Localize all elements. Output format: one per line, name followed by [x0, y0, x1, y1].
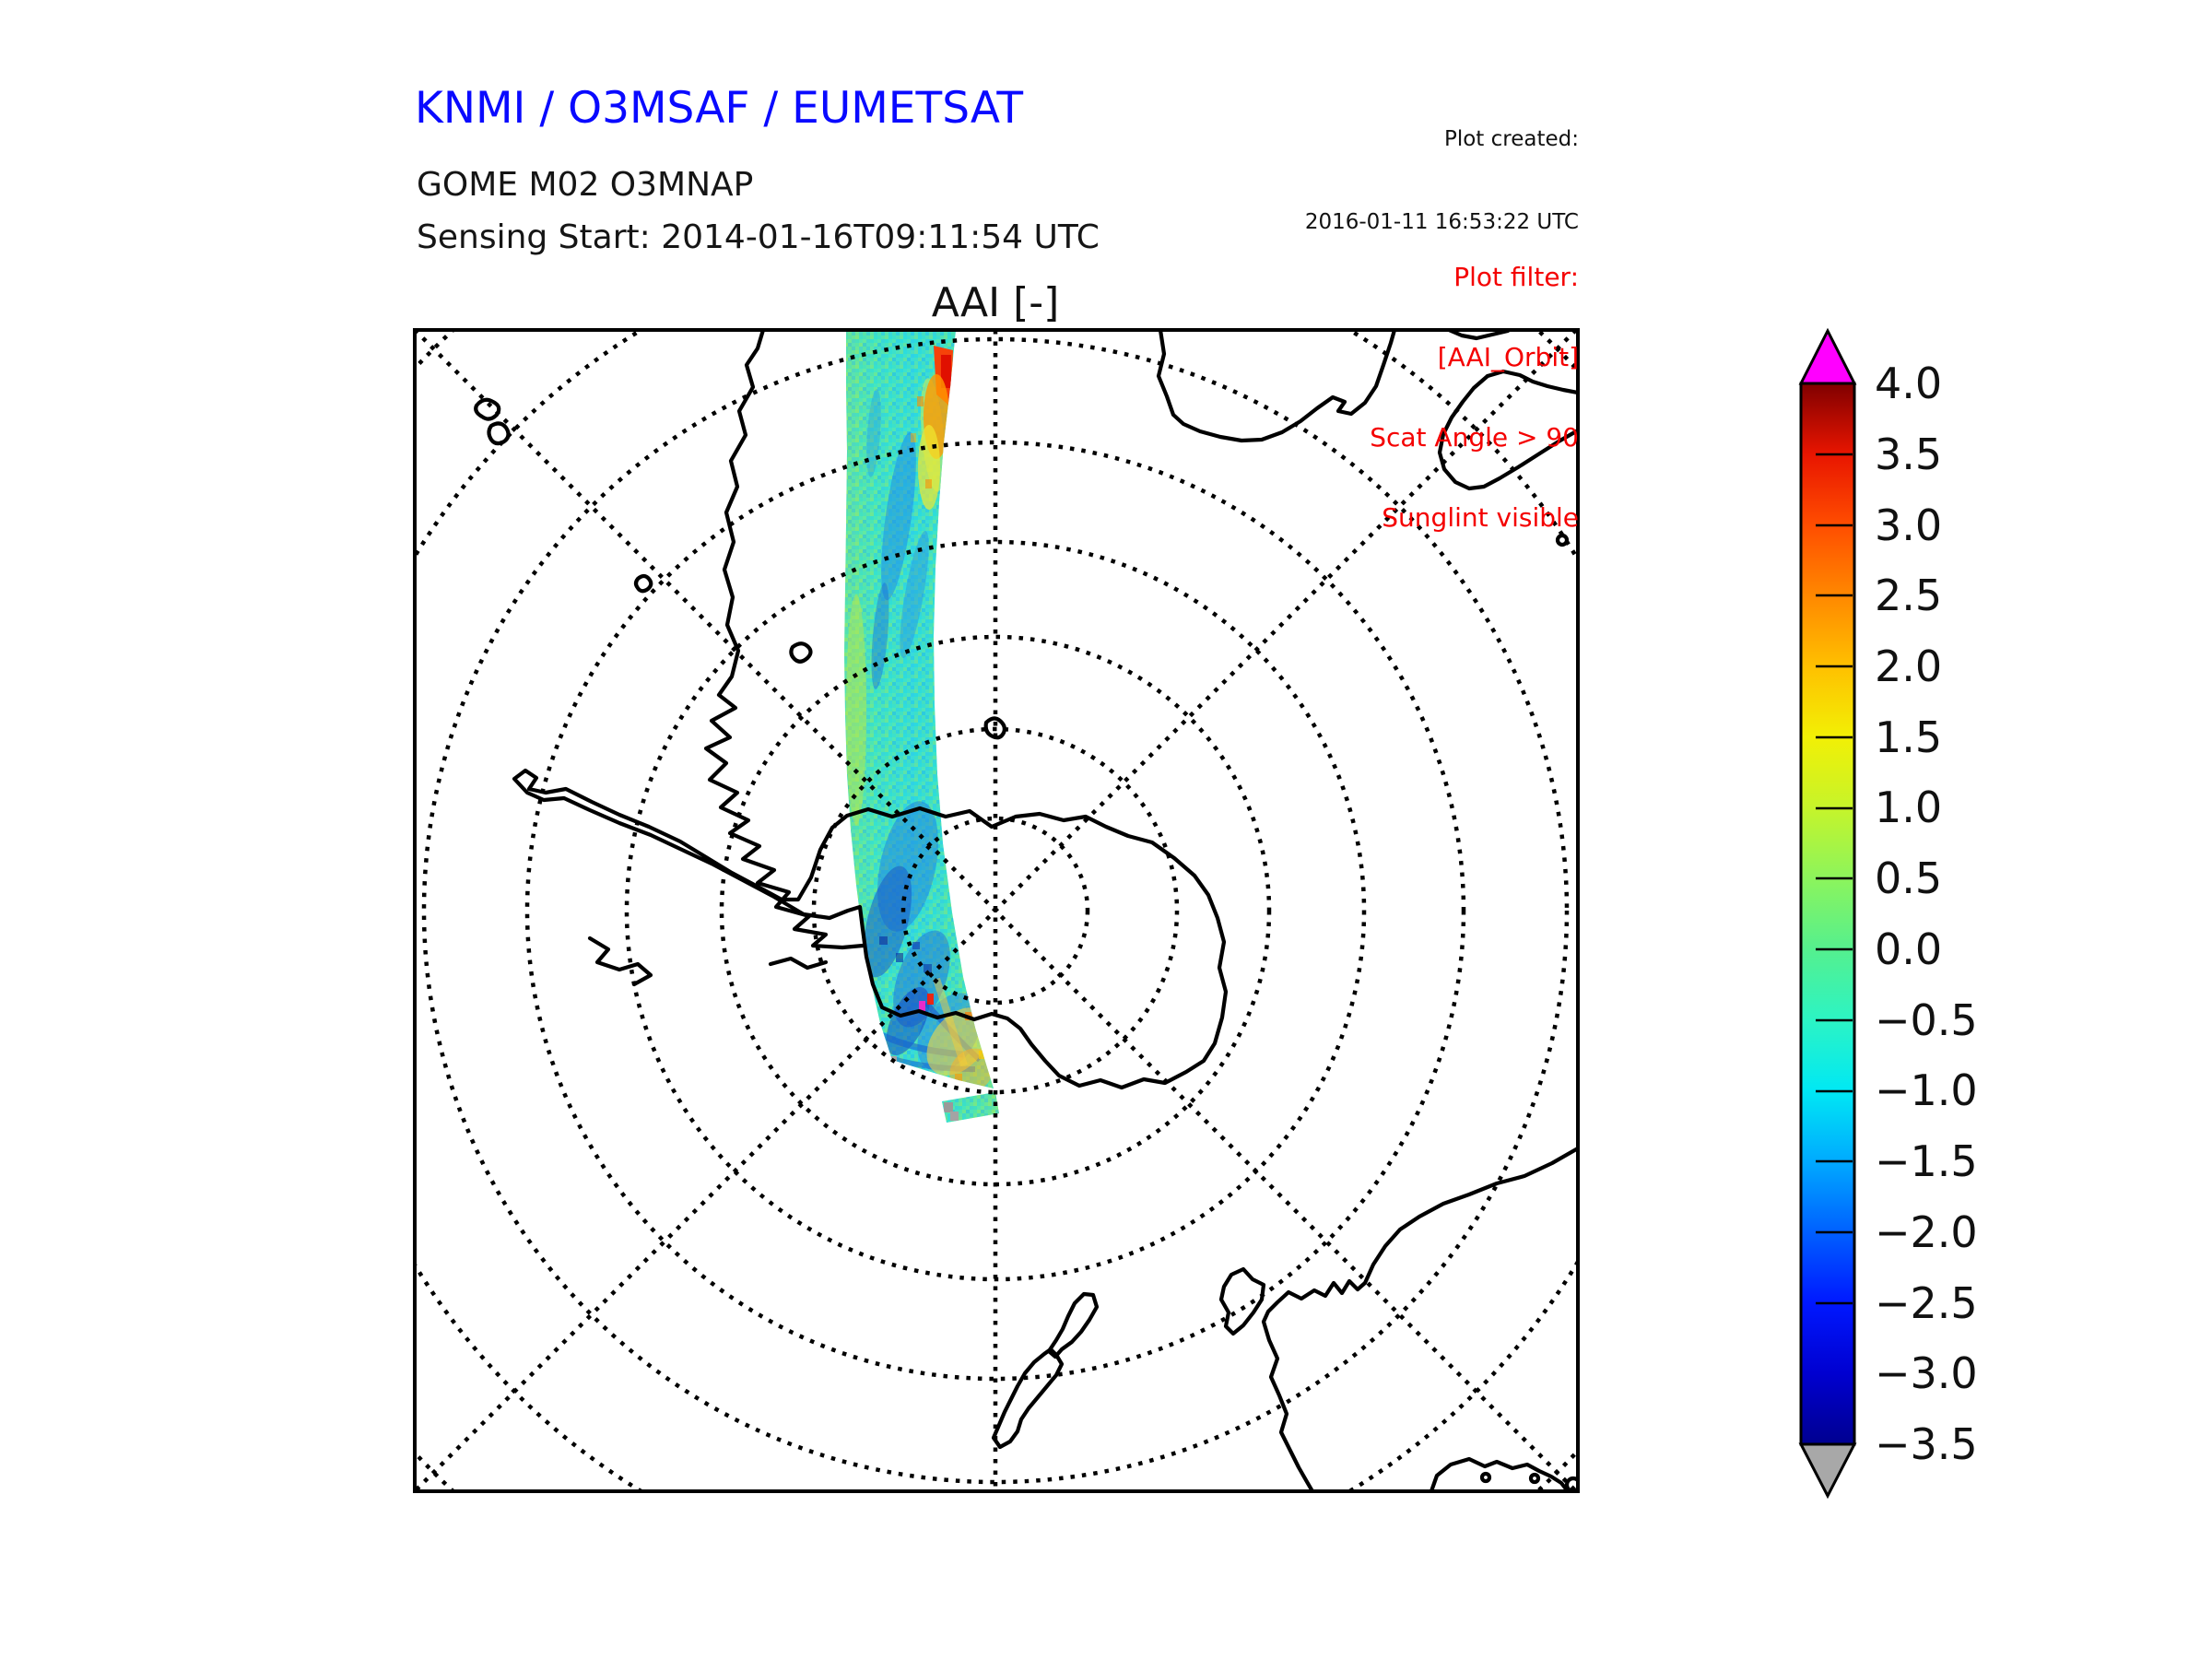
colorbar-tick-label: 2.5 — [1875, 571, 1943, 620]
coast-nz-north-island — [1046, 1291, 1100, 1359]
map-title: AAI [-] — [931, 279, 1060, 326]
map-frame — [413, 328, 1580, 1493]
graticule — [415, 330, 1578, 1491]
colorbar-tick-label: −0.5 — [1875, 995, 1978, 1045]
island-small-2 — [789, 641, 813, 664]
colorbar-tick-label: −1.0 — [1875, 1065, 1978, 1115]
colorbar-tick-label: 3.0 — [1875, 500, 1943, 550]
coast-australia-north — [1429, 1456, 1571, 1491]
coast-africa-top-fragment — [1446, 330, 1511, 341]
plot-filter-line: [AAI_Orbit] — [1437, 342, 1579, 372]
island-small-1 — [633, 573, 653, 594]
island-gulf-2 — [1528, 1472, 1541, 1485]
island-small-3 — [983, 716, 1006, 740]
island-indian-ocean — [1555, 533, 1570, 547]
island-pacific-1 — [474, 397, 501, 421]
coast-africa-east — [1485, 369, 1578, 395]
island-gulf-1 — [1479, 1471, 1492, 1484]
plot-filter-line: Plot filter: — [1453, 262, 1579, 292]
coast-australia — [1261, 1146, 1578, 1491]
product-label: GOME M02 O3MNAP — [417, 166, 754, 204]
coast-tasmania — [1218, 1266, 1266, 1336]
colorbar-tick-label: −3.0 — [1875, 1348, 1978, 1398]
plot-created-label: Plot created: — [1443, 127, 1579, 151]
sensing-start-label: Sensing Start: 2014-01-16T09:11:54 UTC — [417, 218, 1100, 256]
plot-filter-block: Plot filter: [AAI_Orbit] Scat Angle > 90… — [1370, 210, 1579, 584]
colorbar-tick-label: 3.5 — [1875, 429, 1943, 479]
coast-antarctica — [512, 768, 1229, 1090]
colorbar-tick-label: 4.0 — [1875, 359, 1943, 408]
coast-brazil — [1156, 330, 1397, 443]
colorbar-bar — [1799, 382, 1856, 1446]
colorbar — [1798, 327, 1857, 1500]
coast-africa-cape — [1437, 373, 1578, 491]
plot-created-value: 2016-01-11 16:53:22 UTC — [1304, 210, 1579, 234]
colorbar-tick-label: 1.5 — [1875, 712, 1943, 762]
coast-tierra-del-fuego — [768, 956, 829, 971]
island-pacific-2 — [487, 421, 511, 446]
colorbar-tick-label: −2.5 — [1875, 1278, 1978, 1328]
colorbar-tick-label: 1.0 — [1875, 782, 1943, 832]
colorbar-tick-label: −2.0 — [1875, 1207, 1978, 1257]
coastlines — [474, 330, 1578, 1491]
colorbar-tick-label: −1.5 — [1875, 1136, 1978, 1186]
island-corner — [1564, 1476, 1578, 1491]
plot-filter-line: Scat Angle > 90 — [1370, 422, 1579, 453]
colorbar-tick-label: 0.0 — [1875, 924, 1943, 974]
colorbar-tick-label: −3.5 — [1875, 1419, 1978, 1469]
colorbar-tick-label: 0.5 — [1875, 853, 1943, 903]
islands-south-of-tdf — [587, 935, 653, 987]
colorbar-over-arrow — [1798, 327, 1857, 385]
page-title: KNMI / O3MSAF / EUMETSAT — [415, 83, 1024, 134]
coast-south-america — [703, 330, 865, 950]
coast-nz-south-island — [991, 1347, 1065, 1450]
colorbar-under-arrow — [1798, 1442, 1857, 1500]
colorbar-ticks — [1816, 453, 1853, 1305]
plot-filter-line: Sunglint visible — [1382, 502, 1579, 533]
plot-created-block: Plot created: 2016-01-11 16:53:22 UTC — [1305, 70, 1579, 291]
colorbar-tick-label: 2.0 — [1875, 641, 1943, 691]
meridian-diagonal-2 — [415, 330, 1578, 1491]
